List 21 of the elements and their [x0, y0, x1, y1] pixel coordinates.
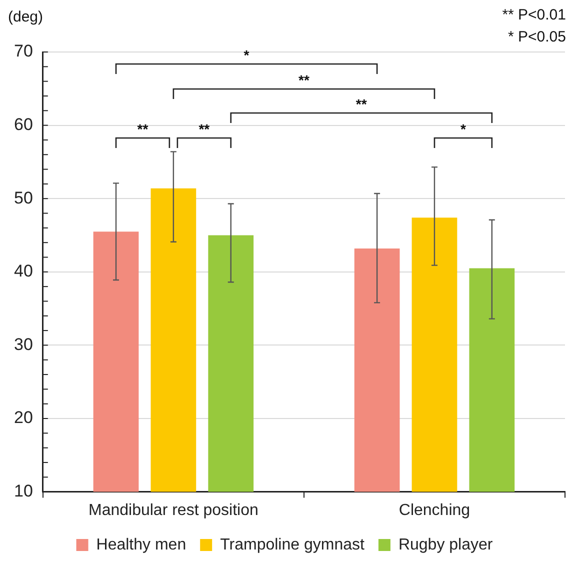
annotation: **: [137, 120, 149, 137]
annotation: **: [298, 72, 310, 88]
annotation: **: [356, 96, 368, 112]
y-axis-title: (deg): [8, 8, 44, 26]
text: * P<0.05: [508, 28, 566, 46]
y-tick-label: 50: [14, 188, 33, 208]
y-tick-label: 40: [14, 262, 33, 281]
legend-label: Healthy men: [96, 536, 186, 554]
legend-label: Rugby player: [398, 536, 494, 554]
y-tick-label: 70: [14, 42, 33, 61]
y-tick-label: 20: [14, 408, 33, 428]
y-tick-label: 10: [14, 481, 33, 500]
y-tick-label: 60: [14, 114, 33, 134]
annotation: *: [460, 120, 466, 137]
y-tick-label: 30: [14, 334, 33, 354]
legend-label: Trampoline gymnast: [220, 536, 366, 554]
annotation: **: [198, 120, 210, 137]
x-tick-label: Mandibular rest position: [88, 502, 258, 519]
annotation: *: [244, 46, 250, 63]
text: ** P<0.01: [502, 6, 566, 24]
x-tick-label: Clenching: [398, 502, 470, 519]
